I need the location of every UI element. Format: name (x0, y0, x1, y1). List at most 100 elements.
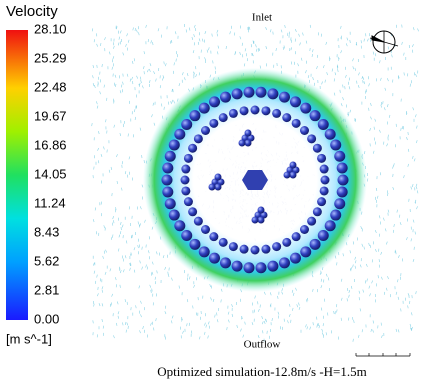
sphere (289, 96, 301, 108)
sphere (291, 118, 301, 128)
colorbar-tick-label: 0.00 (34, 311, 59, 326)
sphere (243, 86, 255, 98)
caption: Optimized simulation-12.8m/s -H=1.5m (157, 364, 367, 379)
sphere (255, 262, 267, 274)
colorbar-tick-label: 14.05 (34, 166, 67, 181)
sphere (312, 207, 322, 217)
sphere-cluster (244, 139, 252, 147)
outflow-label: Outflow (244, 339, 281, 351)
sphere (309, 238, 321, 250)
sphere (272, 108, 282, 118)
sphere (250, 105, 260, 115)
sphere (231, 260, 243, 272)
sphere (209, 252, 221, 264)
colorbar-tick-label: 2.81 (34, 282, 59, 297)
sphere (337, 174, 349, 186)
sphere (278, 91, 290, 103)
sphere (250, 245, 260, 255)
sphere (282, 237, 292, 247)
sphere-rings (161, 86, 349, 274)
sphere (317, 118, 329, 130)
sphere (319, 186, 329, 196)
sphere (320, 175, 330, 185)
sphere (228, 242, 238, 252)
sphere (317, 230, 329, 242)
sphere (181, 186, 191, 196)
sphere (282, 113, 292, 123)
sphere (278, 257, 290, 269)
sphere (324, 128, 336, 140)
sphere (181, 164, 191, 174)
vector-arrows (91, 23, 419, 342)
legend-unit: [m s^-1] (6, 331, 52, 346)
sphere (334, 198, 346, 210)
sphere (239, 244, 249, 254)
sphere (336, 162, 348, 174)
sphere (307, 216, 317, 226)
sphere (180, 175, 190, 185)
colorbar-tick-label: 22.48 (34, 79, 67, 94)
sphere (218, 113, 228, 123)
sphere (220, 91, 232, 103)
sphere (188, 207, 198, 217)
sphere (231, 88, 243, 100)
sphere (162, 186, 174, 198)
sphere (174, 128, 186, 140)
inlet-label: Inlet (252, 12, 272, 24)
sphere (243, 262, 255, 274)
sphere (220, 257, 232, 269)
sphere (209, 96, 221, 108)
sphere (164, 198, 176, 210)
sphere (267, 88, 279, 100)
colorbar-tick-label: 8.43 (34, 224, 59, 239)
sphere (183, 197, 193, 207)
sphere (336, 186, 348, 198)
sphere (261, 244, 271, 254)
colorbar-tick-label: 25.29 (34, 50, 67, 65)
sphere (261, 106, 271, 116)
sphere (174, 220, 186, 232)
sphere (299, 224, 309, 234)
sphere (161, 174, 173, 186)
colorbar-tick-label: 28.10 (34, 21, 67, 36)
sphere-cluster (238, 139, 246, 147)
sphere (168, 139, 180, 151)
sphere (162, 162, 174, 174)
sphere (267, 260, 279, 272)
sphere (198, 102, 210, 114)
sphere-cluster (214, 173, 222, 181)
sphere (324, 220, 336, 232)
sphere (317, 153, 327, 163)
colorbar (6, 30, 28, 320)
sphere (330, 139, 342, 151)
sphere (319, 164, 329, 174)
sphere (300, 246, 312, 258)
compass (369, 30, 399, 54)
colorbar-tick-label: 19.67 (34, 108, 67, 123)
sphere-cluster (251, 216, 259, 224)
sphere (201, 126, 211, 136)
scale-bar (355, 353, 411, 357)
sphere-cluster (289, 171, 297, 179)
sphere (181, 230, 193, 242)
colorbar-tick-label: 5.62 (34, 253, 59, 268)
sphere (299, 126, 309, 136)
center-hub (242, 170, 268, 190)
sphere (255, 86, 267, 98)
sphere (289, 252, 301, 264)
sphere (193, 134, 203, 144)
sphere (189, 110, 201, 122)
sphere-cluster (257, 216, 265, 224)
sphere (189, 238, 201, 250)
sphere-cluster (283, 171, 291, 179)
sphere (198, 246, 210, 258)
sphere (201, 224, 211, 234)
sphere (239, 106, 249, 116)
sphere (300, 102, 312, 114)
sphere-cluster (214, 183, 222, 191)
sphere (309, 110, 321, 122)
sphere-cluster (208, 183, 216, 191)
sphere-cluster (244, 129, 252, 137)
